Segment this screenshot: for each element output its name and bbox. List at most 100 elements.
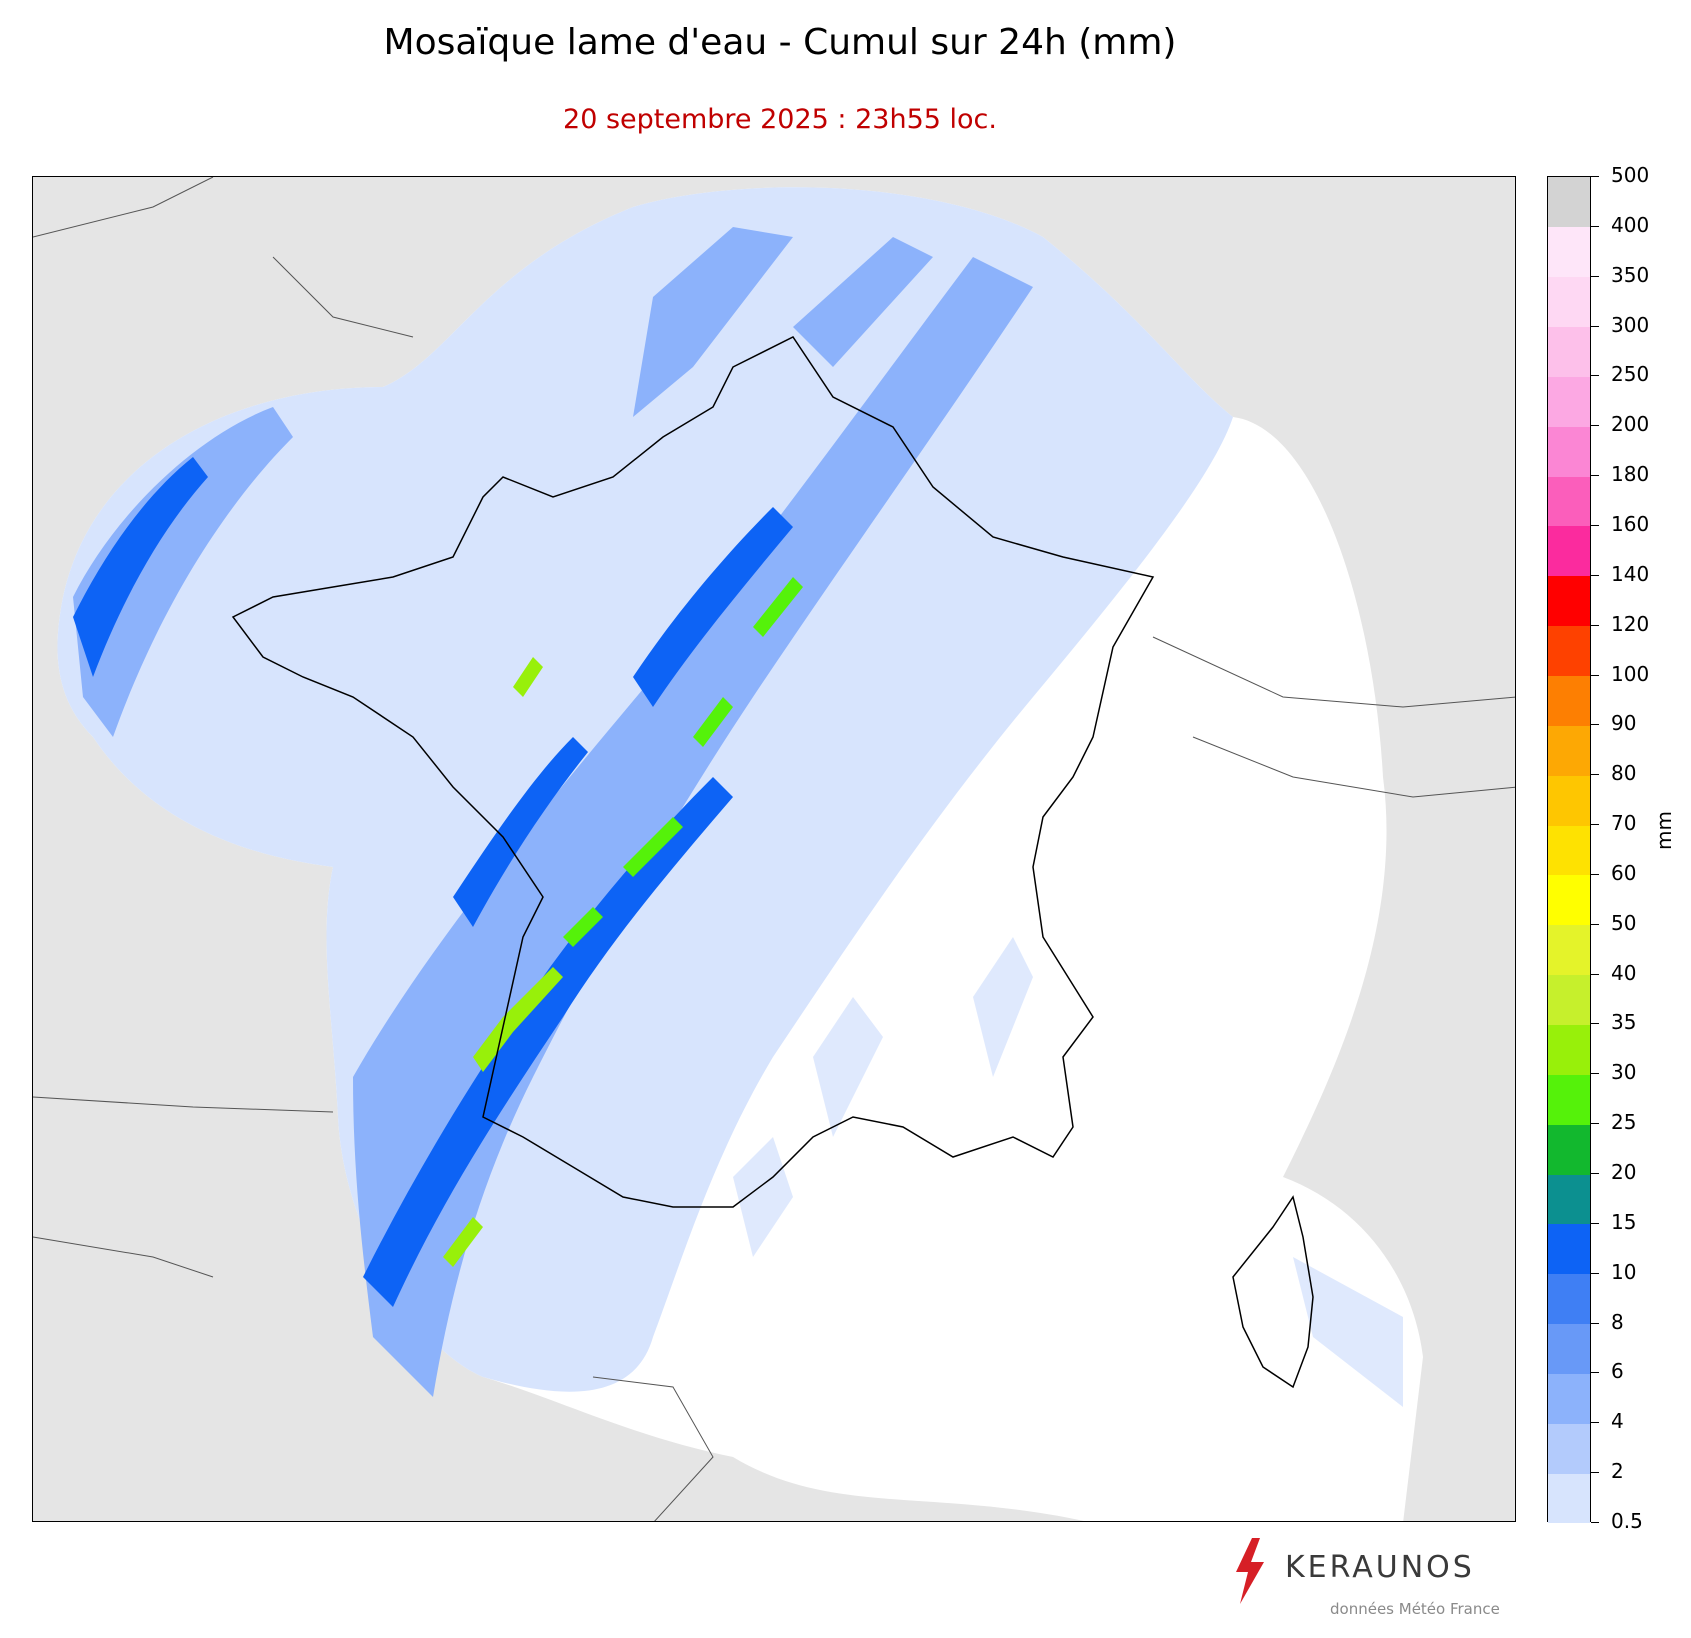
colorbar-tick-mark [1591,176,1599,177]
colorbar-tick-label: 20 [1611,1160,1637,1185]
rain-band-heavy-2 [633,507,793,707]
colorbar-tick-mark [1591,1073,1599,1075]
colorbar-segment [1548,874,1590,926]
colorbar-segment [1548,1074,1590,1125]
colorbar-tick-label: 200 [1611,412,1650,437]
colorbar-tick-label: 140 [1611,561,1650,586]
colorbar-tick-mark [1591,1173,1599,1175]
colorbar-segment [1548,575,1590,627]
colorbar-tick-label: 4 [1611,1409,1624,1434]
colorbar-tick-mark [1591,325,1599,327]
colorbar-segment [1548,177,1590,228]
data-source: données Météo France [1330,1600,1500,1618]
colorbar-tick-mark [1591,973,1599,975]
colorbar-tick-mark [1591,724,1599,726]
colorbar-tick-label: 10 [1611,1259,1637,1284]
colorbar-tick-mark [1591,1522,1599,1523]
colorbar-tick-mark [1591,824,1599,826]
rain-peak-2 [563,817,683,947]
colorbar-tick-label: 80 [1611,761,1637,786]
colorbar-tick-label: 40 [1611,960,1637,985]
rain-band-north [633,227,933,417]
colorbar-tick-mark [1591,1322,1599,1324]
rain-band-west [73,407,293,737]
colorbar-tick-label: 350 [1611,262,1650,287]
colorbar-tick-label: 160 [1611,511,1650,536]
france-coastline [231,336,1155,1208]
colorbar-tick-mark [1591,1222,1599,1224]
colorbar-tick-label: 120 [1611,611,1650,636]
chart-subtitle: 20 septembre 2025 : 23h55 loc. [563,104,997,135]
colorbar-segment [1548,226,1590,278]
colorbar-tick-label: 500 [1611,163,1650,187]
colorbar-tick-label: 60 [1611,860,1637,885]
colorbar-tick-label: 400 [1611,212,1650,237]
colorbar-segment [1548,1323,1590,1374]
colorbar-segment [1548,376,1590,427]
colorbar-segment [1548,1373,1590,1424]
colorbar-unit: mm [1652,811,1676,850]
colorbar-tick-mark [1591,1372,1599,1374]
colorbar-tick-label: 300 [1611,312,1650,337]
colorbar-segment [1548,1174,1590,1225]
colorbar-segment [1548,974,1590,1025]
colorbar-segment [1548,825,1590,876]
colorbar-segment [1548,1273,1590,1325]
colorbar-segment [1548,725,1590,776]
colorbar-tick-label: 180 [1611,462,1650,487]
rain-band-heavy-4 [73,457,208,677]
colorbar-segment [1548,1024,1590,1075]
colorbar-tick-mark [1591,425,1599,427]
colorbar-tick-label: 15 [1611,1209,1637,1234]
colorbar-segment [1548,924,1590,976]
colorbar-segment [1548,775,1590,826]
colorbar-tick-mark [1591,873,1599,875]
colorbar-segment [1548,1223,1590,1275]
colorbar-tick-label: 25 [1611,1110,1637,1135]
country-borders [33,177,1515,1521]
keraunos-logo: KERAUNOS [1230,1538,1520,1608]
colorbar-tick-mark [1591,524,1599,526]
colorbar-tick-label: 250 [1611,362,1650,387]
rain-peak-3 [693,577,803,747]
colorbar-tick-mark [1591,674,1599,676]
colorbar-tick-mark [1591,275,1599,277]
colorbar-tick-label: 100 [1611,661,1650,686]
colorbar-segment [1548,326,1590,377]
colorbar-tick-mark [1591,923,1599,925]
colorbar-segment [1548,1473,1590,1524]
colorbar-tick-label: 90 [1611,711,1637,736]
colorbar-tick-mark [1591,1422,1599,1424]
colorbar-tick-label: 2 [1611,1459,1624,1484]
colorbar-tick-mark [1591,624,1599,626]
colorbar-segment [1548,1124,1590,1175]
colorbar-tick-mark [1591,1023,1599,1025]
colorbar-tick-label: 8 [1611,1309,1624,1334]
colorbar-tick-mark [1591,1272,1599,1274]
colorbar-tick-label: 35 [1611,1010,1637,1035]
rain-band-medium [353,257,1033,1397]
rain-band-heavy-1 [363,777,733,1307]
colorbar-tick-label: 6 [1611,1359,1624,1384]
colorbar-segment [1548,476,1590,527]
rain-peak-1 [473,967,563,1072]
logo-text: KERAUNOS [1285,1550,1475,1585]
colorbar-tick-label: 50 [1611,910,1637,935]
colorbar-segment [1548,525,1590,577]
lightning-bolt-icon [1236,1538,1264,1604]
colorbar-tick-mark [1591,475,1599,477]
colorbar-tick-mark [1591,375,1599,377]
colorbar-tick-mark [1591,574,1599,576]
colorbar-segment [1548,625,1590,676]
radar-map [32,176,1516,1522]
colorbar-tick-label: 0.5 [1611,1509,1643,1533]
colorbar-tick-label: 70 [1611,811,1637,836]
colorbar-tick-label: 30 [1611,1060,1637,1085]
colorbar-segment [1548,276,1590,328]
colorbar-tick-mark [1591,225,1599,227]
chart-title: Mosaïque lame d'eau - Cumul sur 24h (mm) [383,22,1177,63]
colorbar-tick-mark [1591,774,1599,776]
colorbar-tick-mark [1591,1472,1599,1474]
rain-band-heavy-3 [453,737,588,927]
colorbar [1547,176,1591,1524]
